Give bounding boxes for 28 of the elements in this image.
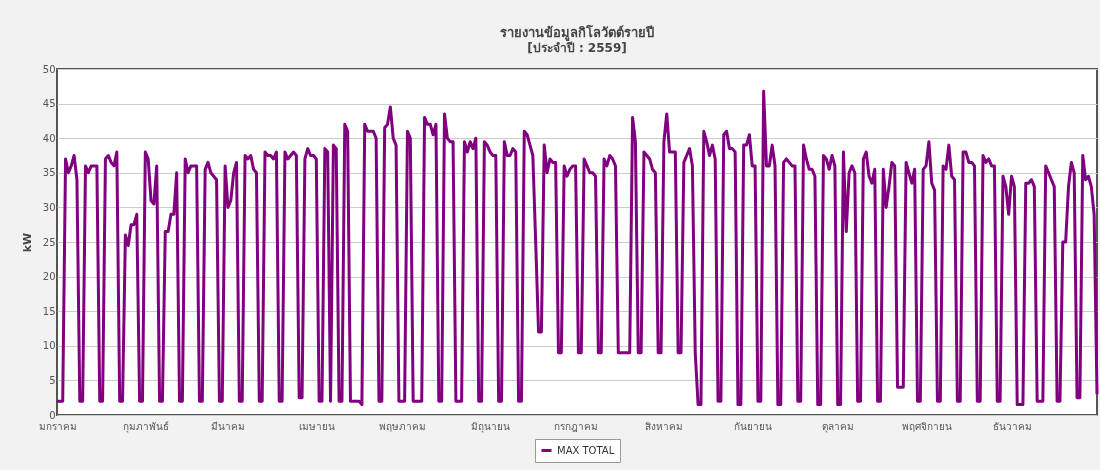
y-tick-label: 15 xyxy=(42,305,56,317)
y-tick-label: 10 xyxy=(42,340,56,352)
y-tick-label: 30 xyxy=(42,201,56,213)
x-tick-label: เมษายน xyxy=(298,420,335,432)
y-tick-label: 20 xyxy=(42,271,56,283)
y-tick-label: 45 xyxy=(42,98,56,110)
x-tick-label: ธันวาคม xyxy=(992,420,1032,432)
x-tick-label: สิงหาคม xyxy=(645,420,684,432)
x-tick-label: กุมภาพันธ์ xyxy=(122,420,169,433)
y-tick-label: 35 xyxy=(42,167,56,179)
chart-subtitle: [ประจำปี : 2559] xyxy=(527,41,627,55)
x-tick-label: มกราคม xyxy=(38,420,77,432)
x-tick-label: กรกฎาคม xyxy=(554,420,599,432)
y-axis-title: kW xyxy=(20,232,34,253)
y-tick-label: 40 xyxy=(42,132,56,144)
x-tick-label: มิถุนายน xyxy=(471,420,511,433)
line-series xyxy=(55,89,1099,407)
x-tick-label: ตุลาคม xyxy=(822,420,855,433)
y-tick-label: 50 xyxy=(42,63,56,75)
x-tick-label: กันยายน xyxy=(733,420,772,432)
chart-title: รายงานข้อมูลกิโลวัตต์รายปี xyxy=(500,24,654,41)
x-tick-label: มีนาคม xyxy=(211,420,246,432)
x-tick-label: พฤศจิกายน xyxy=(901,420,952,432)
y-tick-label: 0 xyxy=(49,409,56,421)
y-tick-label: 5 xyxy=(49,374,56,386)
x-tick-label: พฤษภาคม xyxy=(378,420,426,432)
legend-label: MAX TOTAL xyxy=(557,444,615,456)
y-tick-label: 25 xyxy=(42,236,56,248)
